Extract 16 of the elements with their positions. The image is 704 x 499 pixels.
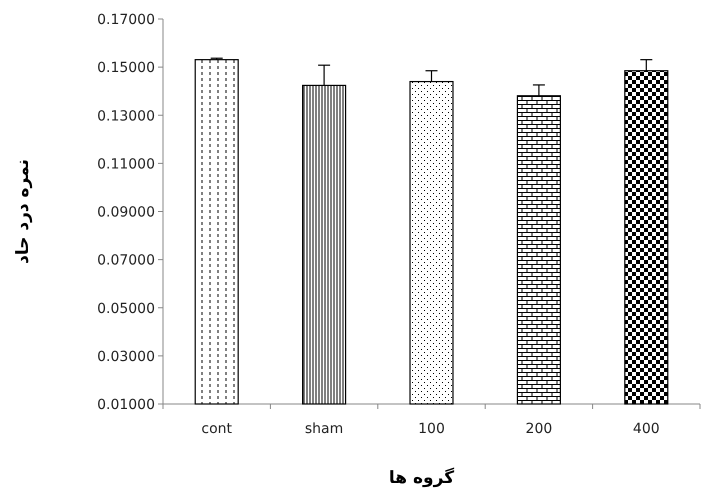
x-tick-label: cont xyxy=(201,421,233,437)
y-tick-label: 0.07000 xyxy=(97,252,155,269)
y-tick-label: 0.13000 xyxy=(97,108,155,124)
x-tick-label: 100 xyxy=(418,421,445,437)
y-tick-label: 0.05000 xyxy=(97,300,155,317)
y-tick-label: 0.09000 xyxy=(97,204,155,220)
y-tick-label: 0.01000 xyxy=(97,397,155,413)
x-tick-label: 400 xyxy=(632,421,660,437)
x-axis-title: گروه ها xyxy=(388,467,454,488)
x-tick-label: 200 xyxy=(526,421,552,437)
x-tick-label: sham xyxy=(304,421,344,437)
y-tick-label: 0.03000 xyxy=(97,348,155,365)
y-tick-label: 0.15000 xyxy=(97,60,155,76)
y-axis-title: نمره درد حاد xyxy=(13,159,33,264)
y-tick-label: 0.11000 xyxy=(97,156,155,172)
y-tick-label: 0.17000 xyxy=(97,12,155,28)
